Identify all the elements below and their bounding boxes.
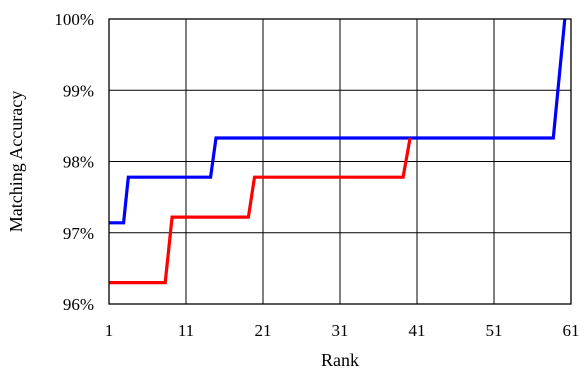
x-tick-label: 51	[486, 321, 503, 340]
series-line-1	[109, 18, 567, 225]
y-tick-label: 100%	[54, 10, 94, 29]
plot-frame	[108, 18, 572, 305]
x-tick-label: 61	[563, 321, 580, 340]
y-tick-label: 98%	[63, 153, 94, 172]
grid-lines	[108, 18, 572, 305]
y-tick-label: 99%	[63, 81, 94, 100]
x-tick-label: 1	[105, 321, 114, 340]
x-tick-label: 31	[332, 321, 349, 340]
x-axis-ticks: 1 11 21 31 41 51 61	[105, 321, 580, 340]
x-tick-label: 41	[409, 321, 426, 340]
x-axis-label: Rank	[321, 350, 359, 370]
y-tick-label: 97%	[63, 224, 94, 243]
y-axis-label: Matching Accuracy	[6, 91, 26, 232]
y-tick-label: 96%	[63, 295, 94, 314]
series-line-2	[109, 137, 412, 285]
series-lines	[109, 18, 567, 285]
x-tick-label: 21	[255, 321, 272, 340]
x-tick-label: 11	[178, 321, 194, 340]
y-axis-ticks: 96% 97% 98% 99% 100%	[54, 10, 94, 314]
